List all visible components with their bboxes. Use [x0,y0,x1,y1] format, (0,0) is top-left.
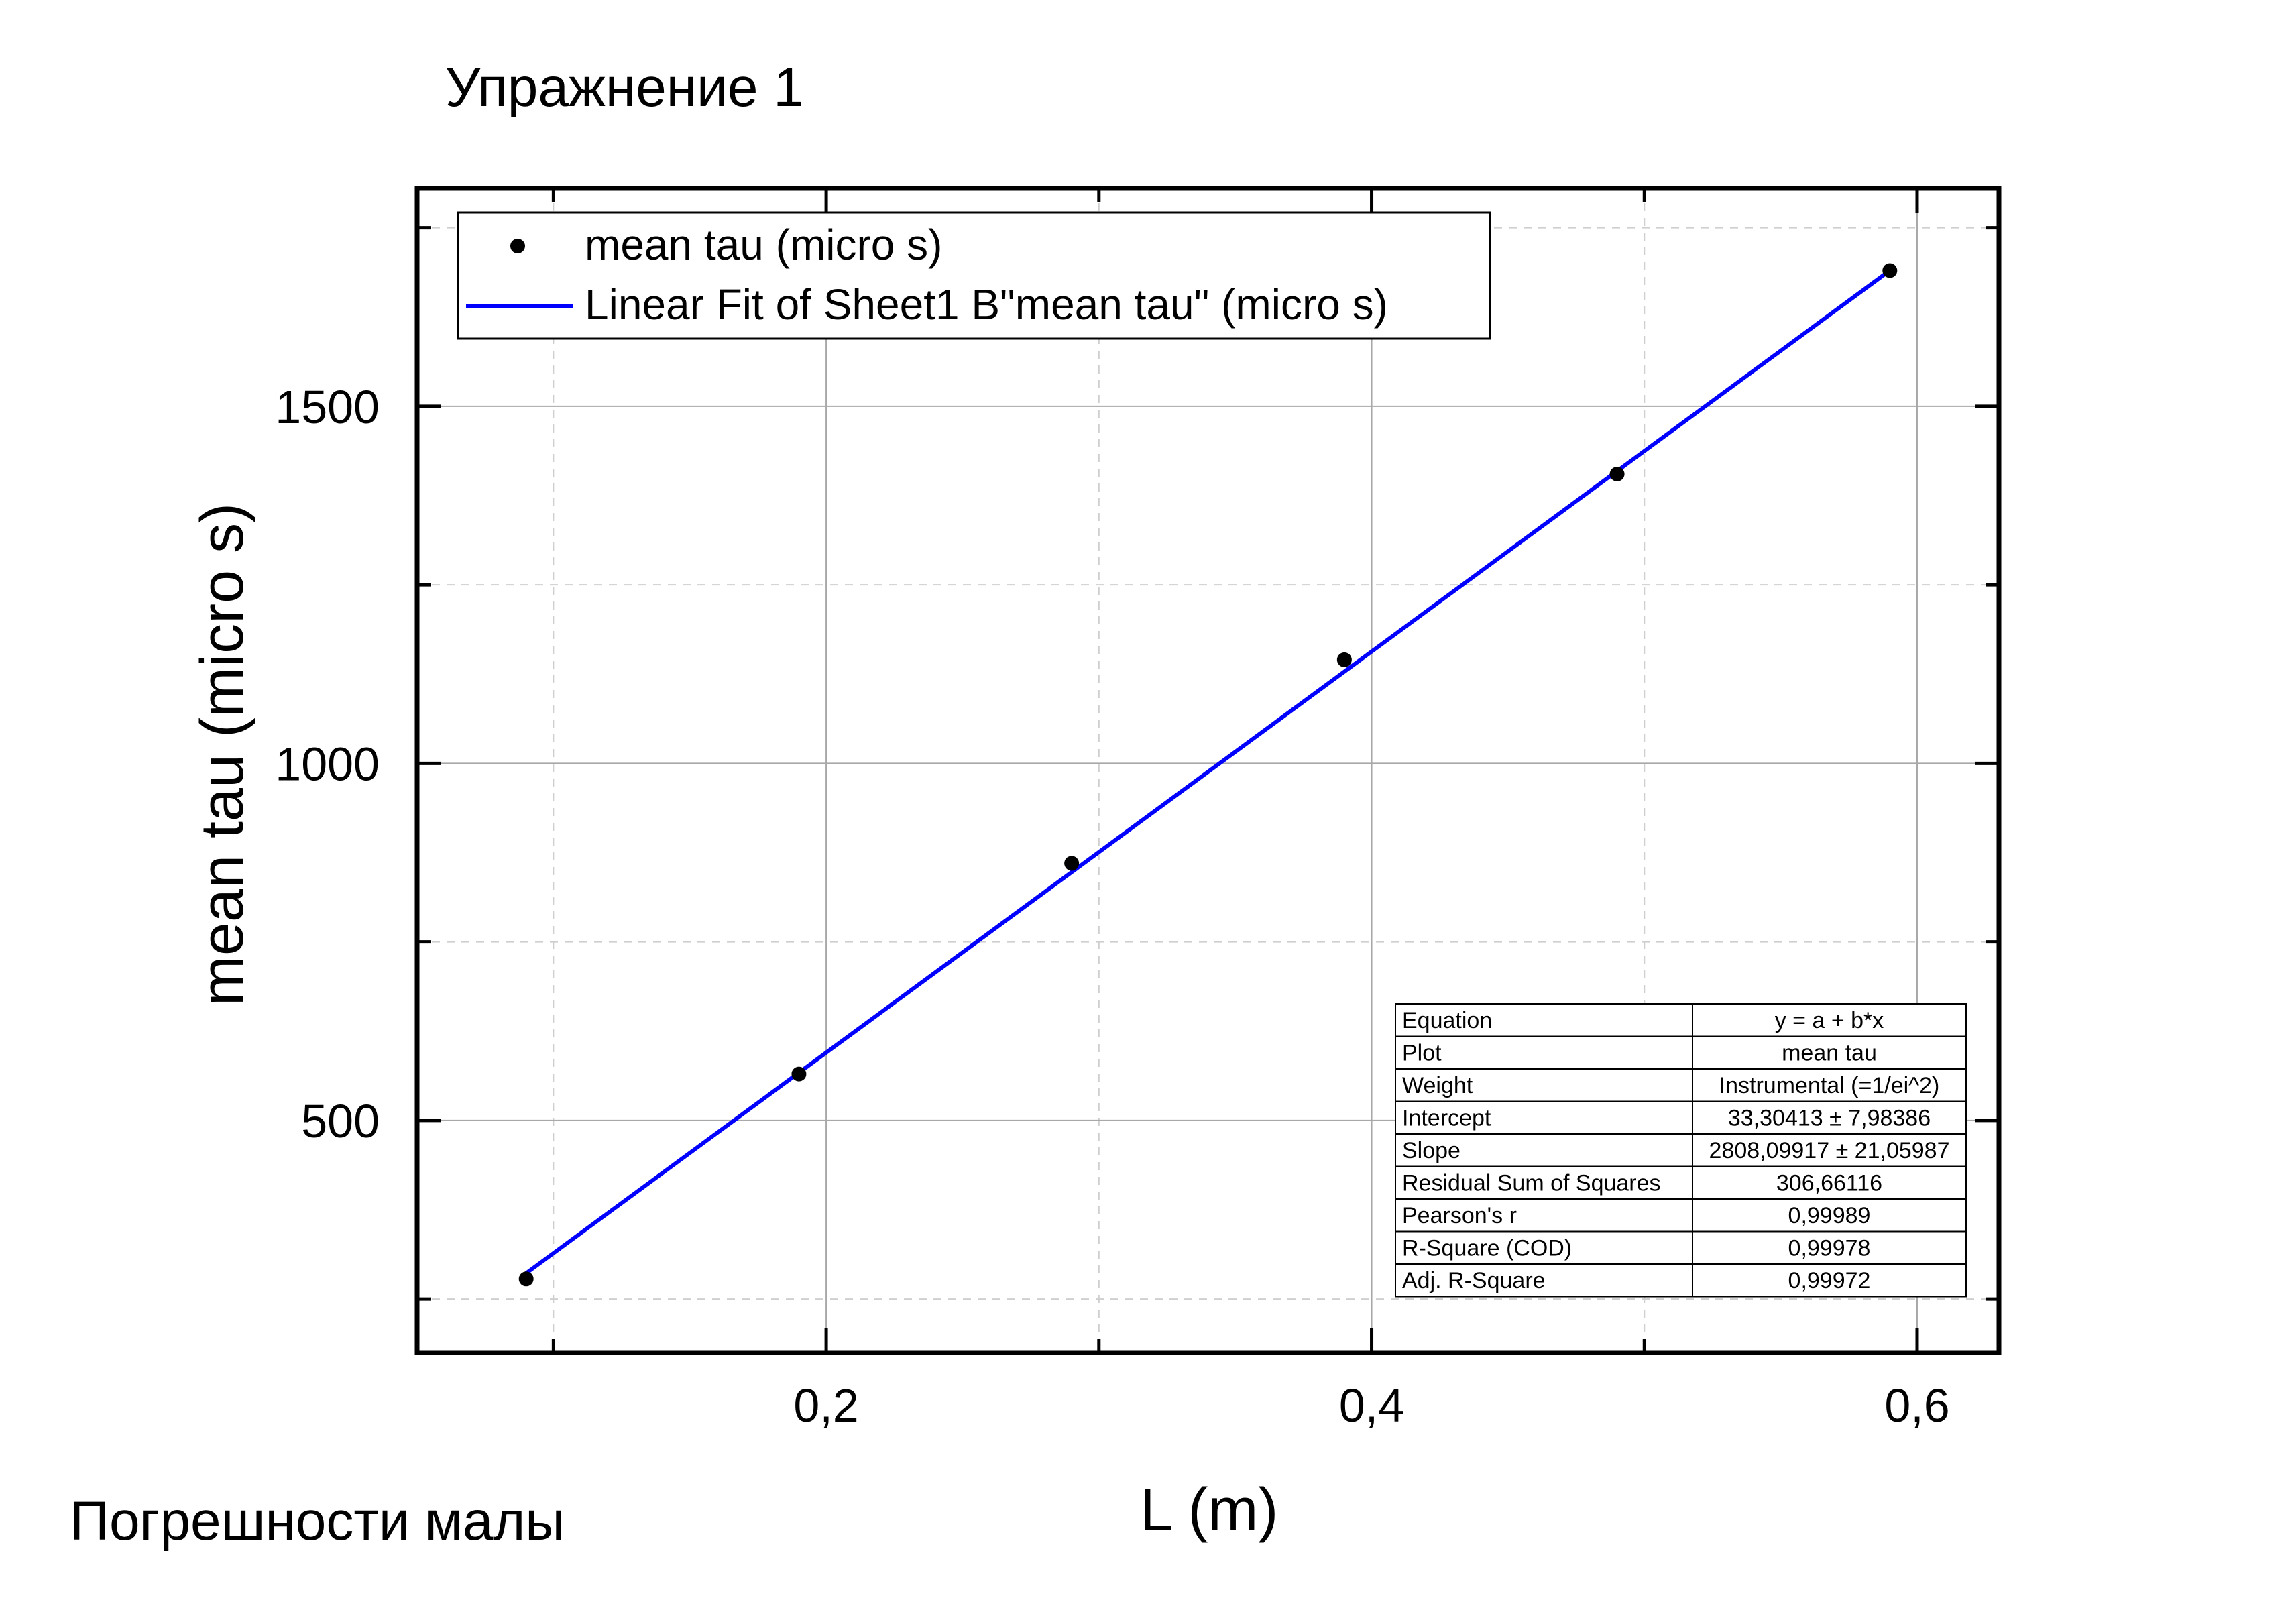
grid [417,188,1999,1353]
data-point-3 [1336,652,1352,667]
fit-table-value-5: 306,66116 [1776,1171,1882,1196]
fit-table-label-4: Slope [1402,1138,1460,1163]
fit-table-label-7: R-Square (COD) [1402,1236,1572,1261]
fit-table-value-6: 0,99989 [1788,1203,1871,1228]
data-points [518,263,1898,1287]
fit-table-value-3: 33,30413 ± 7,98386 [1728,1106,1931,1131]
fit-table-label-5: Residual Sum of Squares [1402,1171,1661,1196]
fit-table-label-2: Weight [1402,1073,1473,1098]
page-title: Упражнение 1 [445,57,804,118]
fit-table-value-1: mean tau [1782,1041,1877,1066]
legend: mean tau (micro s) Linear Fit of Sheet1 … [457,211,1491,340]
fit-table-label-3: Intercept [1402,1106,1491,1131]
fit-line-segment [524,268,1892,1275]
data-point-1 [791,1066,807,1082]
x-tick-label-1: 0,4 [1339,1379,1404,1432]
y-tick-label-0: 500 [301,1095,380,1147]
plot-frame [414,186,2002,1355]
data-point-5 [1882,263,1898,278]
legend-box [457,211,1491,340]
legend-label-points: mean tau (micro s) [585,221,942,269]
fit-table-value-0: y = a + b*x [1775,1008,1884,1033]
note-text: Погрешности малы [70,1491,565,1552]
data-point-0 [518,1271,534,1287]
fit-table-value-2: Instrumental (=1/ei^2) [1719,1073,1940,1098]
legend-marker-points [510,239,525,253]
fit-table-value-8: 0,99972 [1788,1268,1871,1294]
x-axis-label: L (m) [1140,1477,1279,1544]
fit-table-label-1: Plot [1402,1041,1442,1066]
fit-table-label-6: Pearson's r [1402,1203,1517,1228]
fit-table-value-4: 2808,09917 ± 21,05987 [1709,1138,1950,1163]
fit-table-value-7: 0,99978 [1788,1236,1871,1261]
y-tick-label-2: 1500 [275,381,380,433]
data-point-4 [1609,467,1625,482]
axis-ticks: 0,2 0,4 0,6 500 1000 1500 [275,188,1999,1432]
data-point-2 [1064,856,1080,871]
fit-results-table: Equation y = a + b*x Plot mean tau Weight Ins… [1395,1003,1967,1298]
y-axis-label: mean tau (micro s) [189,503,256,1006]
fit-line [524,268,1892,1275]
fit-table-label-0: Equation [1402,1008,1492,1033]
x-tick-label-2: 0,6 [1884,1379,1949,1432]
x-tick-label-0: 0,2 [793,1379,858,1432]
legend-label-fit: Linear Fit of Sheet1 B"mean tau" (micro … [585,280,1388,329]
fit-table-frame [1395,1003,1967,1298]
y-tick-label-1: 1000 [275,738,380,790]
fit-table-label-8: Adj. R-Square [1402,1268,1546,1294]
